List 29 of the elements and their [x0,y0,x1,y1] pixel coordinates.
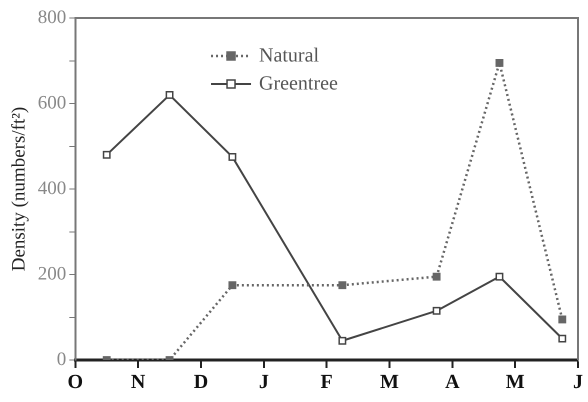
point [496,272,504,281]
y-tick-label: 0 [56,348,66,370]
x-tick-label: J [573,371,583,394]
y-tick-label: 600 [38,92,66,114]
x-tick-label: D [194,371,208,394]
y-tick-label: 200 [38,263,66,284]
x-tick-label: J [258,371,269,394]
y-axis-title: Density (numbers/ft²) [8,106,30,272]
x-tick-label: A [445,371,460,394]
point [166,91,174,99]
y-tick-label: 400 [38,178,66,199]
x-tick-label: O [68,371,84,394]
y-tick-label: 800 [38,6,66,28]
point [338,336,346,345]
point [338,281,346,290]
x-tick-label: F [320,371,333,394]
x-tick-label: M [506,371,525,394]
point [432,272,441,281]
point [496,58,504,67]
point [558,334,566,343]
point [102,150,111,159]
point [558,315,566,324]
legend-label: Natural [259,44,320,66]
legend-label: Greentree [259,72,338,94]
point [432,306,441,315]
x-tick-label: M [380,371,400,394]
point [228,153,236,161]
x-tick-label: N [130,371,146,394]
point [228,281,236,290]
